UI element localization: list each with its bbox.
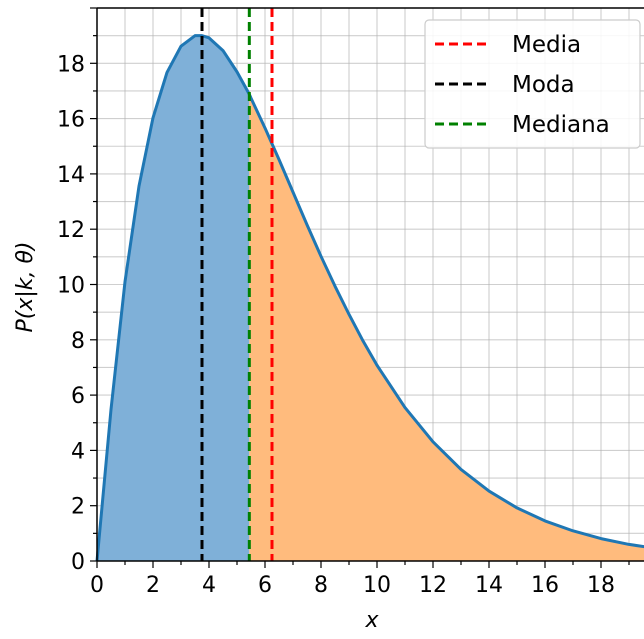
pdf-curve (95, 34, 644, 562)
x-tick-label: 0 (90, 573, 104, 598)
area-above-median (249, 94, 644, 561)
y-tick-label: 10 (57, 274, 85, 299)
x-axis-label: x (364, 608, 379, 633)
fill-layer (97, 35, 644, 561)
area-below-median (97, 35, 250, 561)
y-tick-label: 18 (57, 52, 85, 77)
y-tick-label: 12 (57, 218, 85, 243)
vline-layer (200, 8, 274, 561)
y-tick-label: 6 (71, 384, 85, 409)
curve-layer (95, 34, 644, 562)
y-tick-label: 2 (71, 495, 85, 520)
x-tick-label: 10 (363, 573, 391, 598)
legend-label-media: Media (512, 32, 581, 58)
y-tick-label: 0 (71, 550, 85, 575)
x-tick-label: 16 (531, 573, 559, 598)
y-axis-label: P(x|k, θ) (13, 241, 38, 332)
y-tick-label: 16 (57, 108, 85, 133)
x-tick-label: 12 (419, 573, 447, 598)
legend-label-mediana: Mediana (512, 112, 610, 138)
y-tick-label: 14 (57, 163, 85, 188)
x-tick-label: 8 (314, 573, 328, 598)
x-tick-label: 6 (258, 573, 272, 598)
x-tick-label: 4 (202, 573, 216, 598)
legend-label-moda: Moda (512, 72, 575, 98)
legend-box (424, 19, 641, 149)
x-tick-label: 18 (587, 573, 615, 598)
x-tick-label: 14 (475, 573, 503, 598)
legend: Media Moda Mediana (424, 19, 641, 149)
ticks-layer: 0 2 4 6 8 10 12 14 16 18 0 2 4 6 8 10 12 14 16 18 (57, 7, 630, 598)
y-tick-label: 8 (71, 329, 85, 354)
x-tick-label: 2 (146, 573, 160, 598)
y-tick-label: 4 (71, 439, 85, 464)
